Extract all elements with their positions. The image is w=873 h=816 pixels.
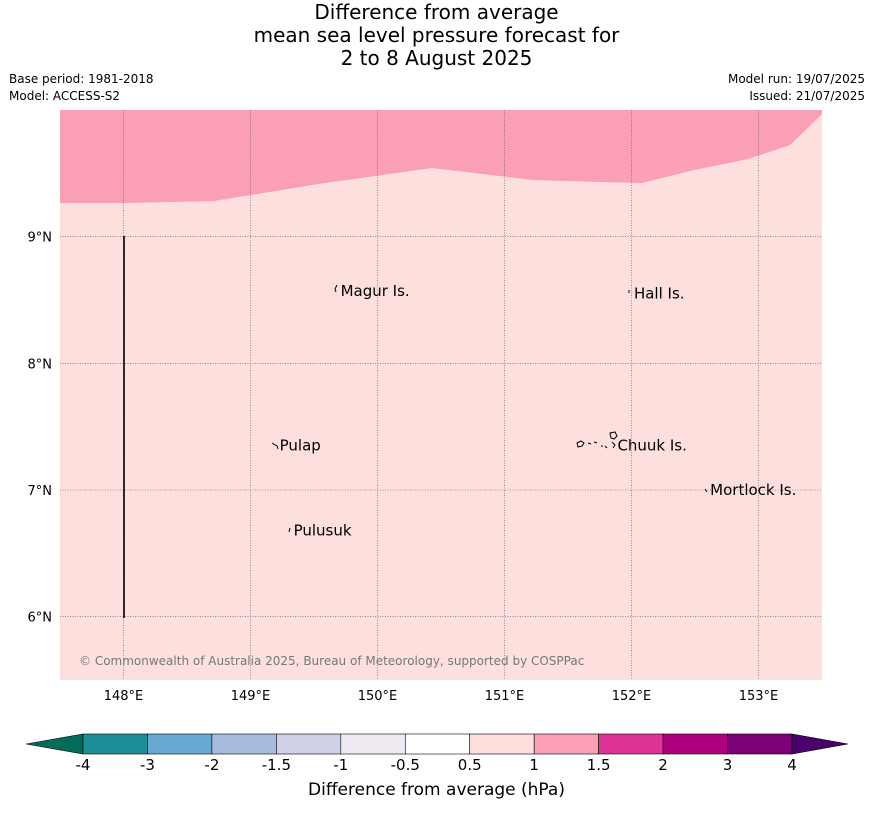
lon-tick-label: 152°E	[612, 689, 652, 704]
lon-tick-label: 153°E	[739, 689, 779, 704]
lon-tick-label: 150°E	[358, 689, 398, 704]
title-line-2: mean sea level pressure forecast for	[253, 23, 620, 47]
colorbar-tick-label: 1.5	[586, 756, 611, 774]
colorbar-tick-label: -4	[75, 756, 91, 774]
base-period: Base period: 1981-2018	[9, 72, 154, 86]
colorbar	[25, 733, 849, 755]
island-chuuk-lagoon	[576, 431, 618, 449]
colorbar-tick-label: 2	[658, 756, 668, 774]
colorbar-segment	[404, 733, 471, 755]
lat-tick-label: 6°N	[28, 611, 53, 626]
colorbar-tick-label: 1	[529, 756, 539, 774]
colorbar-segment	[469, 733, 535, 755]
meta-left: Base period: 1981-2018 Model: ACCESS-S2	[9, 71, 154, 105]
graticule	[60, 110, 822, 680]
title-line-3: 2 to 8 August 2025	[340, 46, 533, 70]
place-label: Hall Is.	[634, 285, 685, 303]
lat-tick-label: 8°N	[28, 357, 53, 372]
background-anomaly-fill	[60, 110, 822, 680]
colorbar-segment	[147, 733, 213, 755]
colorbar-over-arrow	[791, 733, 849, 755]
colorbar-tick-label: 0.5	[457, 756, 482, 774]
meta-right: Model run: 19/07/2025 Issued: 21/07/2025	[728, 71, 865, 105]
colorbar-segment	[727, 733, 793, 755]
island-magur	[334, 284, 338, 293]
island-mortlock	[704, 488, 708, 493]
lon-tick-label: 151°E	[485, 689, 525, 704]
colorbar-tick-label: -1	[333, 756, 349, 774]
colorbar-segment	[211, 733, 277, 755]
lon-tick-label: 149°E	[231, 689, 271, 704]
model-name: Model: ACCESS-S2	[9, 89, 121, 103]
island-outlines	[271, 284, 708, 533]
lat-tick-label: 9°N	[28, 231, 53, 246]
colorbar-segment	[533, 733, 599, 755]
place-label: Pulap	[280, 437, 321, 455]
place-label: Chuuk Is.	[617, 437, 686, 455]
colorbar-segment	[598, 733, 664, 755]
place-labels: Magur Is. Hall Is. Pulap Chuuk Is. Mortlock …	[280, 282, 797, 539]
place-label: Mortlock Is.	[710, 481, 796, 499]
colorbar-tick-label: -1.5	[261, 756, 291, 774]
colorbar-segment	[340, 733, 406, 755]
place-label: Pulusuk	[294, 522, 352, 540]
colorbar-tick-label: -2	[204, 756, 220, 774]
issued-date: Issued: 21/07/2025	[749, 89, 865, 103]
title-line-1: Difference from average	[314, 0, 559, 24]
colorbar-tick-label: -3	[139, 756, 155, 774]
model-run: Model run: 19/07/2025	[727, 72, 865, 86]
colorbar-segment	[82, 733, 148, 755]
colorbar-segment	[662, 733, 728, 755]
colorbar-tick-label: 3	[722, 756, 733, 774]
lat-tick-label: 7°N	[28, 484, 53, 499]
tick-labels: 148°E 149°E 150°E 151°E 152°E 153°E 9°N 8°N 7°N 6…	[28, 231, 779, 704]
colorbar-segment	[276, 733, 342, 755]
copyright-notice: © Commonwealth of Australia 2025, Bureau…	[79, 654, 584, 668]
colorbar-tick-label: 4	[787, 756, 797, 774]
colorbar-tick-label: -0.5	[390, 756, 420, 774]
lon-tick-label: 148°E	[104, 689, 144, 704]
colorbar-under-arrow	[25, 733, 84, 755]
colorbar-title: Difference from average (hPa)	[308, 780, 565, 800]
place-label: Magur Is.	[341, 282, 410, 300]
island-pulap	[271, 442, 279, 450]
island-pulusuk	[288, 527, 291, 533]
